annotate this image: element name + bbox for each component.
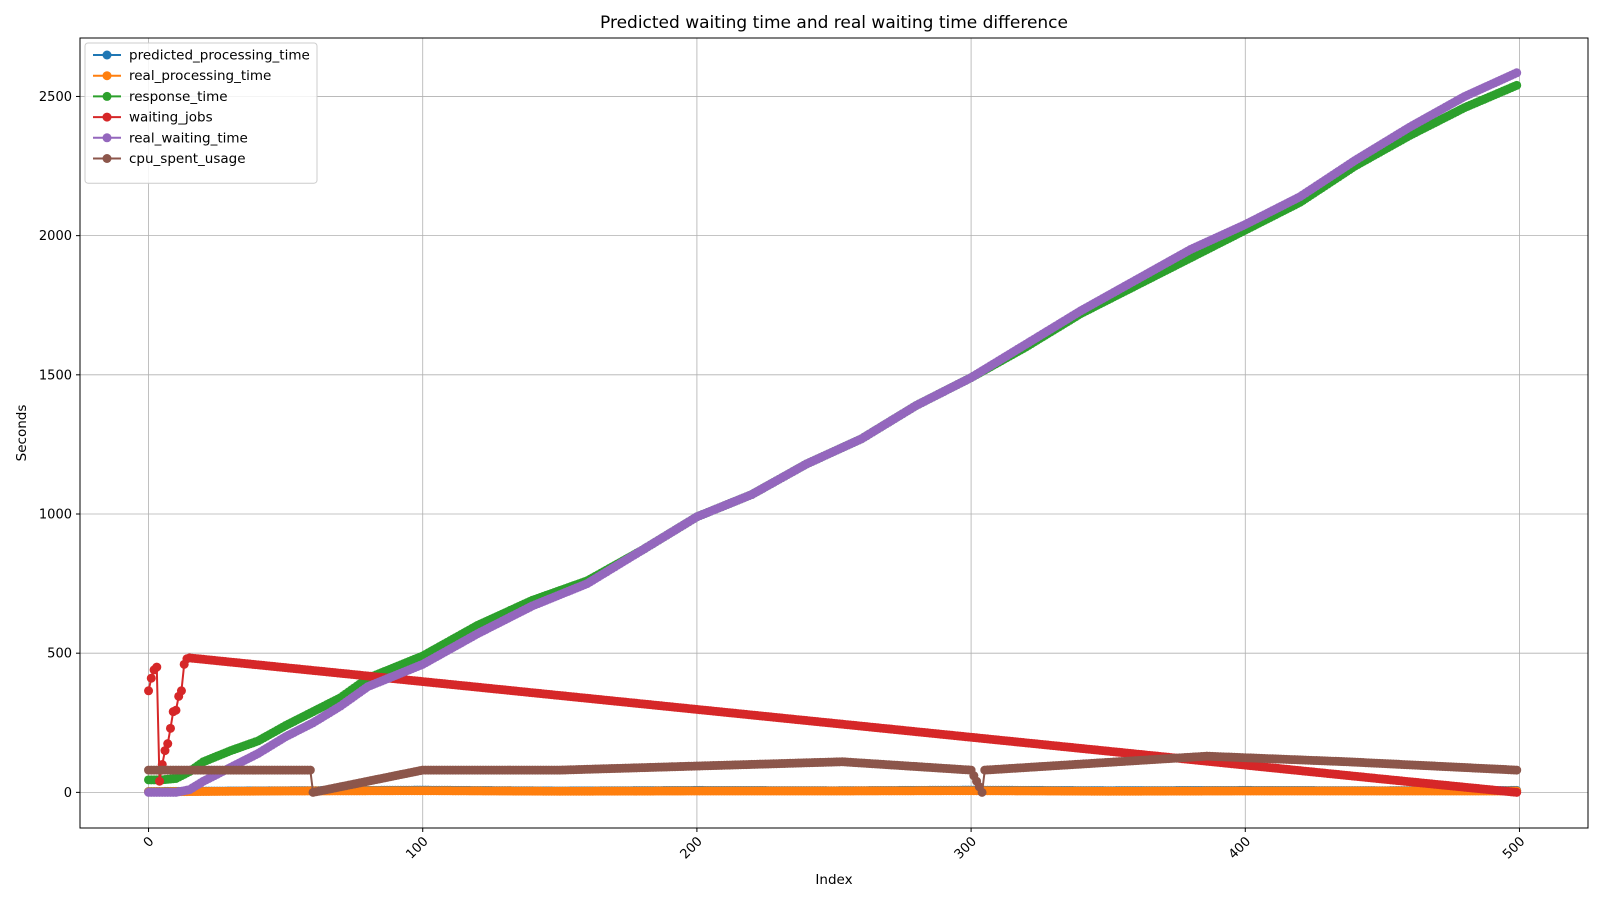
legend-item: response_time [93, 89, 228, 105]
legend-marker [102, 50, 112, 60]
data-point [152, 662, 162, 672]
x-axis-label: Index [815, 872, 852, 888]
legend-item: waiting_jobs [93, 110, 213, 126]
series-layer [144, 68, 1522, 797]
data-point [305, 765, 315, 775]
legend-item: real_processing_time [93, 68, 271, 84]
data-point [155, 776, 165, 786]
chart-title: Predicted waiting time and real waiting … [600, 13, 1068, 33]
legend-label: predicted_processing_time [129, 48, 310, 64]
data-point [1512, 787, 1522, 797]
data-point [160, 746, 170, 756]
data-point [144, 686, 154, 696]
series-cpu-spent-usage [144, 751, 1522, 797]
y-axis-label: Seconds [14, 405, 30, 462]
legend-marker [102, 112, 112, 122]
series-real-processing-time [144, 786, 1522, 797]
legend-label: response_time [129, 89, 228, 105]
legend: predicted_processing_time real_processing… [84, 42, 318, 184]
legend-item: predicted_processing_time [93, 48, 310, 64]
legend-item: cpu_spent_usage [93, 151, 246, 167]
plot-frame [79, 37, 1589, 829]
legend-label: real_waiting_time [129, 130, 248, 146]
legend-marker [102, 91, 112, 101]
data-point [1512, 765, 1522, 775]
y-tick-label: 500 [47, 647, 72, 662]
y-tick-label: 2500 [39, 90, 72, 105]
legend-label: cpu_spent_usage [129, 151, 246, 167]
y-tick-label: 0 [64, 786, 72, 801]
data-point [1512, 68, 1522, 78]
data-point [1512, 80, 1522, 90]
data-point [146, 673, 156, 683]
legend-marker [102, 71, 112, 81]
legend-box [84, 42, 318, 184]
legend-marker [102, 154, 112, 163]
series-waiting-jobs [144, 653, 1522, 797]
legend-item: real_waiting_time [93, 130, 248, 146]
y-tick-label: 1500 [39, 368, 72, 383]
y-tick-label: 1000 [39, 508, 72, 523]
data-point [176, 686, 186, 696]
data-point [171, 705, 181, 715]
data-point [977, 787, 987, 797]
legend-label: waiting_jobs [129, 110, 213, 126]
series-real-waiting-time [144, 68, 1522, 797]
data-point [165, 723, 175, 733]
y-tick-label: 2000 [39, 229, 72, 244]
legend-label: real_processing_time [129, 68, 271, 84]
data-point [163, 739, 173, 749]
legend-marker [102, 133, 112, 143]
